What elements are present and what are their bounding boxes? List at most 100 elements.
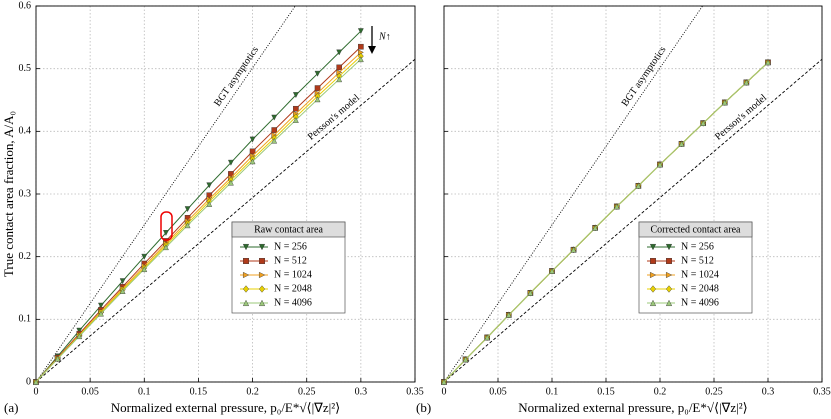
marker bbox=[184, 222, 191, 229]
legend-header bbox=[231, 221, 346, 238]
series-line bbox=[35, 30, 362, 383]
legend-header bbox=[638, 221, 753, 238]
marker bbox=[98, 302, 104, 309]
y-axis-label: True contact area fraction, A/A₀ bbox=[1, 111, 16, 277]
marker bbox=[527, 289, 534, 296]
marker bbox=[163, 244, 169, 251]
series-line bbox=[443, 62, 769, 383]
legend-label: N = 256 bbox=[274, 241, 307, 252]
marker bbox=[184, 206, 191, 213]
marker bbox=[635, 182, 642, 189]
marker bbox=[76, 333, 83, 340]
x-tick-label: 0.2 bbox=[654, 386, 667, 397]
y-tick-label: 0.6 bbox=[19, 0, 32, 11]
marker bbox=[258, 243, 266, 251]
marker bbox=[98, 310, 104, 317]
marker bbox=[505, 311, 512, 318]
y-tick-label: 0.4 bbox=[19, 126, 32, 137]
marker bbox=[249, 158, 256, 165]
marker bbox=[242, 258, 249, 265]
reference-line bbox=[36, 6, 296, 382]
x-tick-label: 0.3 bbox=[762, 386, 775, 397]
marker bbox=[649, 285, 657, 293]
marker bbox=[592, 224, 599, 231]
marker bbox=[650, 258, 657, 265]
marker bbox=[678, 140, 685, 147]
marker bbox=[206, 200, 213, 207]
marker bbox=[613, 203, 620, 210]
series-line bbox=[35, 58, 362, 383]
marker bbox=[649, 243, 657, 251]
legend-title: Raw contact area bbox=[254, 224, 323, 235]
marker bbox=[249, 148, 256, 155]
marker bbox=[271, 137, 278, 144]
y-tick-label: 0.3 bbox=[19, 188, 32, 199]
legend-label: N = 256 bbox=[681, 241, 714, 252]
marker bbox=[242, 285, 250, 293]
marker bbox=[119, 288, 126, 294]
marker bbox=[258, 299, 266, 306]
legend-title: Corrected contact area bbox=[651, 224, 742, 235]
marker bbox=[484, 334, 491, 341]
marker bbox=[292, 117, 299, 123]
highlight bbox=[160, 211, 173, 241]
marker bbox=[336, 76, 343, 83]
marker bbox=[314, 96, 321, 103]
marker bbox=[721, 99, 728, 106]
marker bbox=[33, 378, 39, 385]
marker bbox=[141, 253, 148, 260]
marker bbox=[259, 271, 266, 279]
x-tick-label: 0.35 bbox=[813, 386, 831, 397]
marker bbox=[54, 355, 61, 362]
marker bbox=[570, 246, 577, 253]
x-tick-label: 0.05 bbox=[81, 386, 99, 397]
legend-label: N = 512 bbox=[274, 255, 307, 266]
marker bbox=[336, 49, 343, 56]
x-axis-label: Normalized external pressure, p₀/E*√⟨|∇z… bbox=[518, 400, 747, 415]
annotation-arrowhead bbox=[368, 46, 376, 54]
marker bbox=[242, 243, 250, 251]
marker bbox=[206, 182, 213, 189]
marker bbox=[665, 243, 673, 251]
marker bbox=[259, 258, 266, 265]
x-tick-label: 0.35 bbox=[406, 386, 424, 397]
marker bbox=[141, 266, 148, 272]
x-tick-label: 0 bbox=[442, 386, 447, 397]
x-tick-label: 0.1 bbox=[546, 386, 559, 397]
marker bbox=[666, 271, 673, 279]
marker bbox=[227, 159, 234, 166]
legend-label: N = 512 bbox=[681, 255, 714, 266]
plot-frame bbox=[35, 5, 416, 383]
x-tick-label: 0.05 bbox=[489, 386, 507, 397]
reference-label: BGT asymptotics bbox=[212, 44, 261, 108]
reference-line bbox=[444, 6, 703, 382]
y-tick-label: 0.1 bbox=[19, 314, 32, 325]
marker bbox=[249, 136, 256, 143]
x-tick-label: 0.15 bbox=[190, 386, 208, 397]
legend-label: N = 2048 bbox=[681, 283, 719, 294]
marker bbox=[357, 56, 364, 63]
x-tick-label: 0.1 bbox=[138, 386, 151, 397]
marker bbox=[293, 105, 299, 112]
marker bbox=[657, 161, 663, 168]
marker bbox=[765, 59, 771, 66]
marker bbox=[314, 85, 321, 91]
marker bbox=[649, 299, 657, 306]
x-tick-label: 0.25 bbox=[705, 386, 723, 397]
marker bbox=[358, 43, 364, 50]
marker bbox=[242, 299, 250, 306]
marker bbox=[258, 285, 266, 293]
legend-label: N = 4096 bbox=[681, 297, 719, 308]
marker bbox=[462, 356, 469, 363]
legend-label: N = 2048 bbox=[274, 283, 312, 294]
series-line bbox=[35, 55, 362, 383]
marker bbox=[665, 299, 673, 306]
x-axis-label: Normalized external pressure, p₀/E*√⟨|∇z… bbox=[111, 400, 340, 415]
reference-label: Persson's model bbox=[713, 92, 769, 142]
marker bbox=[163, 230, 169, 236]
series-line bbox=[35, 46, 362, 383]
marker bbox=[242, 271, 250, 279]
marker bbox=[336, 64, 343, 71]
x-tick-label: 0.15 bbox=[597, 386, 615, 397]
